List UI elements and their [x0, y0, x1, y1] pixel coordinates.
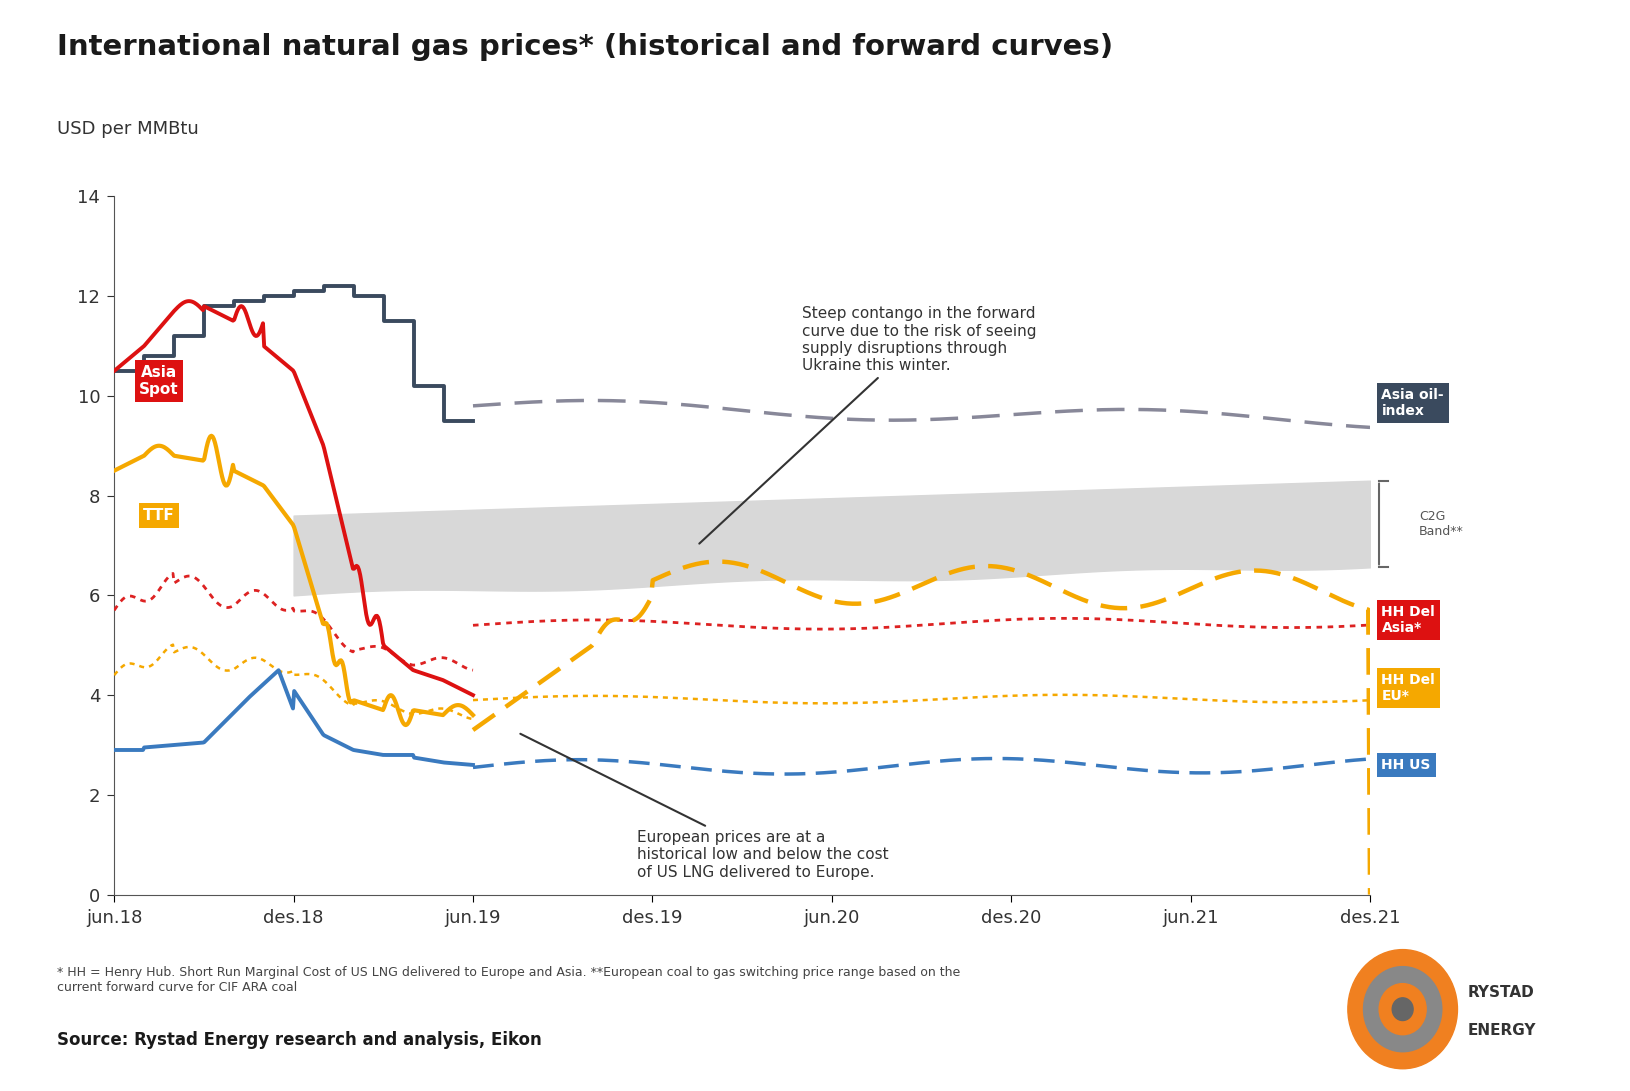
- Text: Steep contango in the forward
curve due to the risk of seeing
supply disruptions: Steep contango in the forward curve due …: [699, 307, 1035, 543]
- Circle shape: [1392, 998, 1412, 1020]
- Text: C2G
Band**: C2G Band**: [1418, 509, 1462, 538]
- Text: European prices are at a
historical low and below the cost
of US LNG delivered t: European prices are at a historical low …: [520, 734, 888, 879]
- Circle shape: [1379, 984, 1425, 1034]
- Circle shape: [1346, 949, 1457, 1069]
- Text: * HH = Henry Hub. Short Run Marginal Cost of US LNG delivered to Europe and Asia: * HH = Henry Hub. Short Run Marginal Cos…: [57, 966, 960, 994]
- Text: Asia oil-
index: Asia oil- index: [1381, 388, 1443, 419]
- Text: Source: Rystad Energy research and analysis, Eikon: Source: Rystad Energy research and analy…: [57, 1031, 541, 1048]
- Text: HH Del
Asia*: HH Del Asia*: [1381, 606, 1434, 635]
- Text: Asia
Spot: Asia Spot: [139, 364, 179, 397]
- Circle shape: [1363, 967, 1441, 1052]
- Text: International natural gas prices* (historical and forward curves): International natural gas prices* (histo…: [57, 33, 1113, 61]
- Text: ENERGY: ENERGY: [1467, 1023, 1535, 1038]
- Text: HH Del
EU*: HH Del EU*: [1381, 672, 1434, 703]
- Text: USD per MMBtu: USD per MMBtu: [57, 120, 199, 137]
- Text: RYSTAD: RYSTAD: [1467, 985, 1534, 999]
- Text: TTF: TTF: [143, 508, 174, 523]
- Text: HH US: HH US: [1381, 758, 1430, 772]
